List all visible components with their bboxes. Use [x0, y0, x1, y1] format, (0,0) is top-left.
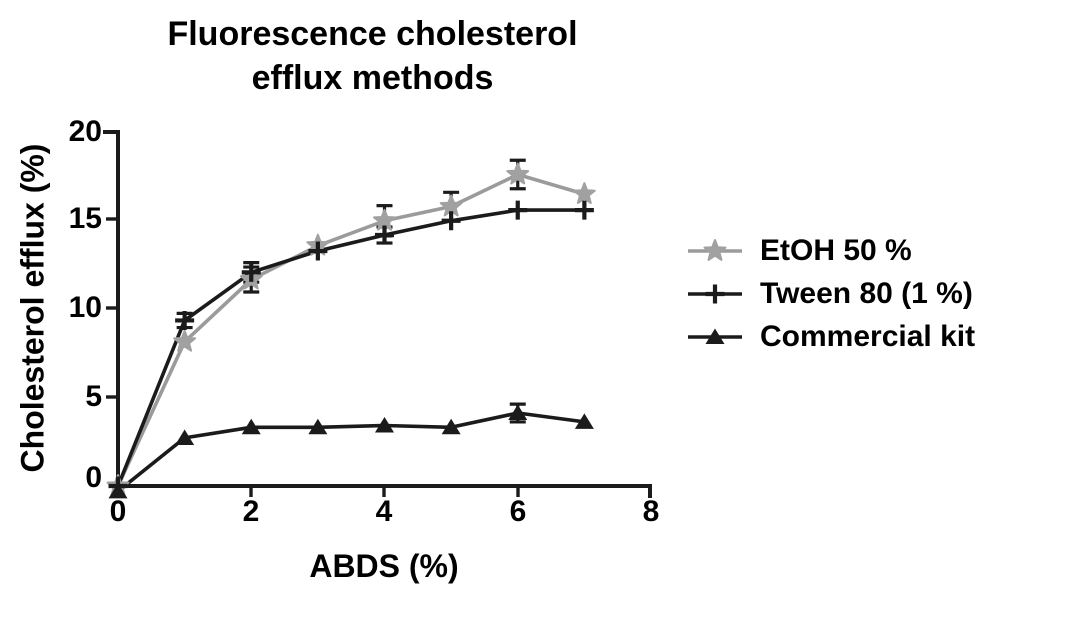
x-tick-label-6: 6 [509, 495, 527, 528]
star-marker [173, 329, 197, 352]
plus-marker [441, 211, 461, 231]
legend-label-commercial: Commercial kit [760, 319, 976, 353]
axes-layer [103, 130, 652, 498]
legend-row-tween: Tween 80 (1 %) [686, 272, 975, 315]
y-tick-label-5: 5 [85, 380, 102, 413]
y-tick-label-20: 20 [68, 115, 102, 148]
chart-title: Fluorescence cholesterol efflux methods [100, 12, 645, 100]
plus-marker [241, 262, 261, 282]
plus-marker [705, 284, 725, 303]
y-tick-label-10: 10 [68, 291, 102, 324]
star-marker [373, 208, 396, 231]
chart-title-line1: Fluorescence cholesterol [167, 15, 578, 53]
triangle-marker [508, 404, 528, 421]
triangle-marker [241, 418, 261, 435]
triangle-marker [108, 482, 128, 499]
triangle-marker [705, 328, 725, 344]
triangle-marker [574, 413, 594, 429]
x-tick-label-4: 4 [375, 495, 393, 528]
legend-marker-triangle [688, 328, 742, 344]
legend-row-etoh: EtOH 50 % [686, 229, 975, 272]
legend-label-etoh: EtOH 50 % [760, 233, 912, 267]
x-tick-label-0: 0 [109, 495, 127, 528]
legend-marker-star [688, 238, 742, 261]
legend-row-commercial: Commercial kit [686, 315, 975, 358]
plus-marker [574, 200, 594, 220]
series-layer [106, 158, 596, 499]
y-tick-label-15: 15 [68, 202, 102, 235]
x-tick-label-8: 8 [642, 495, 660, 528]
x-tick-label-2: 2 [242, 495, 260, 528]
plus-marker [308, 241, 328, 261]
plus-marker [375, 225, 394, 245]
triangle-marker [308, 418, 328, 435]
plus-marker [175, 310, 195, 330]
legend-label-tween: Tween 80 (1 %) [760, 276, 973, 310]
series-line [116, 411, 585, 493]
series-line [116, 208, 585, 487]
triangle-marker [175, 429, 195, 445]
star-marker [572, 182, 596, 204]
legend-marker-plus [688, 284, 742, 303]
triangle-marker [441, 418, 461, 435]
star-marker [703, 238, 727, 261]
triangle-marker [375, 416, 394, 433]
star-marker [439, 194, 463, 217]
chart-title-line2: efflux methods [251, 59, 494, 97]
x-axis-title: ABDS (%) [309, 548, 459, 584]
legend: EtOH 50 % Tween 80 (1 %) Commercial kit [686, 229, 975, 358]
star-marker [506, 162, 530, 185]
plus-marker [508, 200, 528, 220]
series-line [116, 172, 585, 487]
y-tick-label-0: 0 [85, 461, 102, 494]
